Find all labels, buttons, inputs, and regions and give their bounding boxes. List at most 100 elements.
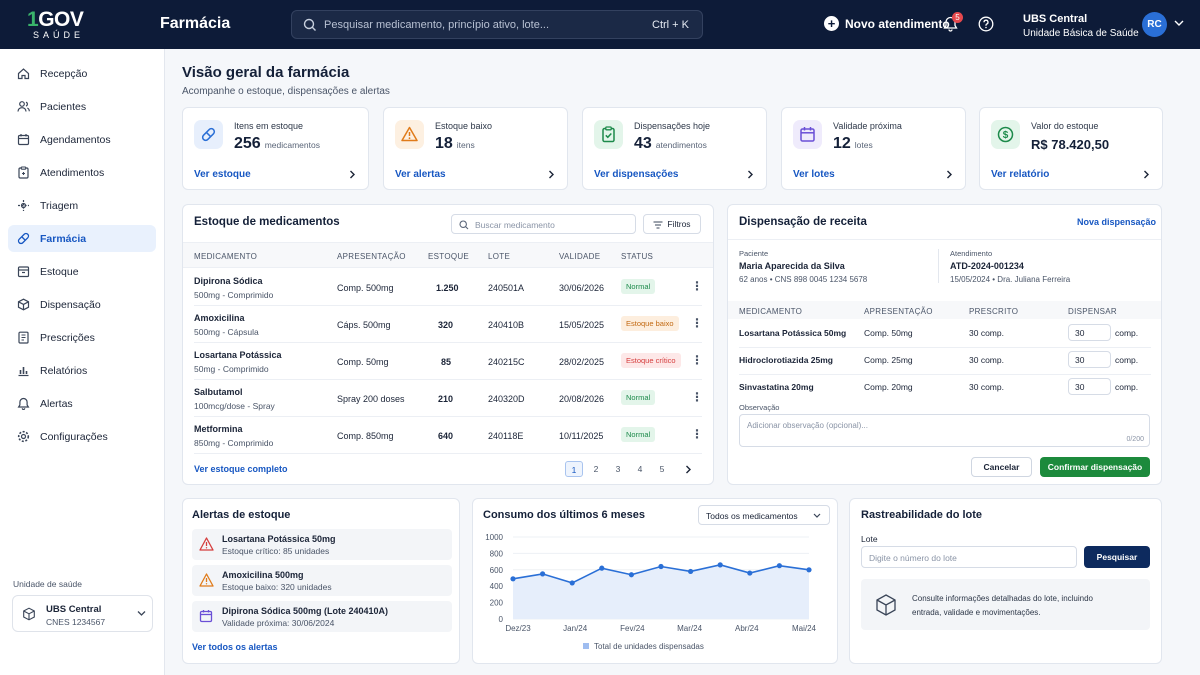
sidebar-item-relatorios[interactable]: Relatórios xyxy=(8,357,156,384)
see-dispensations-link[interactable]: Ver dispensações xyxy=(594,169,679,180)
cancel-button[interactable]: Cancelar xyxy=(971,457,1032,477)
confirm-dispensation-button[interactable]: Confirmar dispensação xyxy=(1040,457,1150,477)
triage-icon xyxy=(18,200,29,211)
sidebar-item-agendamentos[interactable]: Agendamentos xyxy=(8,126,156,153)
prescription-icon xyxy=(18,331,29,344)
pill-icon xyxy=(17,232,30,245)
help-icon[interactable] xyxy=(978,16,994,32)
data-point xyxy=(747,570,753,576)
top-bar: 1GOV SAÚDE Farmácia Pesquisar medicament… xyxy=(0,0,1200,49)
dispense-quantity-input[interactable]: 30 xyxy=(1068,351,1111,368)
current-unit: UBS Central Unidade Básica de Saúde xyxy=(1023,13,1139,39)
chevron-down-icon[interactable] xyxy=(1174,19,1184,27)
sidebar-item-dispensacao[interactable]: Dispensação xyxy=(8,291,156,318)
more-icon[interactable]: ⋮ xyxy=(691,353,703,367)
chevron-right-icon[interactable] xyxy=(747,170,754,179)
y-tick-label: 200 xyxy=(490,599,504,608)
sidebar-item-recepcao[interactable]: Recepção xyxy=(8,60,156,87)
chevron-right-icon[interactable] xyxy=(946,170,953,179)
status-badge: Estoque crítico xyxy=(621,353,681,368)
unit-selector[interactable]: UBS Central CNES 1234567 xyxy=(12,595,153,632)
stock-search-input[interactable]: Buscar medicamento xyxy=(451,214,636,234)
data-point xyxy=(628,572,634,578)
x-tick-label: Mai/24 xyxy=(792,624,817,633)
new-attendance-button[interactable]: + Novo atendimento xyxy=(824,16,950,31)
pill-icon xyxy=(194,120,223,149)
observation-textarea[interactable]: Adicionar observação (opcional)... 0/200 xyxy=(739,414,1150,447)
page-4[interactable]: 4 xyxy=(637,464,643,474)
data-point xyxy=(569,580,575,586)
global-search-input[interactable]: Pesquisar medicamento, princípio ativo, … xyxy=(291,10,703,39)
legend-label: Total de unidades dispensadas xyxy=(594,642,704,651)
alert-item[interactable]: Dipirona Sódica 500mg (Lote 240410A) Val… xyxy=(192,601,452,632)
sidebar-item-farmacia[interactable]: Farmácia xyxy=(8,225,156,252)
chevron-right-icon[interactable] xyxy=(1143,170,1150,179)
data-point xyxy=(717,562,723,568)
money-icon: $ xyxy=(991,120,1020,149)
data-point xyxy=(658,563,664,570)
cube-icon xyxy=(23,607,35,621)
see-alerts-link[interactable]: Ver alertas xyxy=(395,169,446,180)
sidebar-item-atendimentos[interactable]: Atendimentos xyxy=(8,159,156,186)
data-point xyxy=(776,563,782,569)
gear-icon xyxy=(17,430,30,443)
unit-section-label: Unidade de saúde xyxy=(13,579,83,589)
data-point xyxy=(688,568,694,575)
consumption-card: Consumo dos últimos 6 meses Todos os med… xyxy=(472,498,838,664)
sidebar: Recepção Pacientes Agendamentos Atendime… xyxy=(0,49,165,675)
calendar-purple-icon xyxy=(199,610,213,623)
clipboard-icon xyxy=(18,166,29,179)
attendance-id: ATD-2024-001234 xyxy=(950,261,1024,271)
avatar[interactable]: RC xyxy=(1142,12,1167,37)
new-dispensation-link[interactable]: Nova dispensação xyxy=(1077,217,1157,227)
sidebar-item-configuracoes[interactable]: Configurações xyxy=(8,423,156,450)
sidebar-item-pacientes[interactable]: Pacientes xyxy=(8,93,156,120)
page-subtitle: Acompanhe o estoque, dispensações e aler… xyxy=(182,86,390,97)
bell-icon xyxy=(17,397,30,410)
sidebar-item-prescricoes[interactable]: Prescrições xyxy=(8,324,156,351)
see-all-alerts-link[interactable]: Ver todos os alertas xyxy=(192,642,278,652)
sidebar-item-alertas[interactable]: Alertas xyxy=(8,390,156,417)
more-icon[interactable]: ⋮ xyxy=(691,316,703,330)
page-5[interactable]: 5 xyxy=(659,464,665,474)
alert-item[interactable]: Amoxicilina 500mg Estoque baixo: 320 uni… xyxy=(192,565,452,596)
page-2[interactable]: 2 xyxy=(593,464,599,474)
y-tick-label: 400 xyxy=(490,582,504,591)
chevron-right-icon[interactable] xyxy=(548,170,555,179)
more-icon[interactable]: ⋮ xyxy=(691,427,703,441)
status-badge: Estoque baixo xyxy=(621,316,679,331)
more-icon[interactable]: ⋮ xyxy=(691,390,703,404)
dispense-quantity-input[interactable]: 30 xyxy=(1068,378,1111,395)
see-full-stock-link[interactable]: Ver estoque completo xyxy=(194,464,288,474)
kpi-card-stock: Itens em estoque 256 medicamentos Ver est… xyxy=(182,107,369,190)
medication-filter-select[interactable]: Todos os medicamentos xyxy=(698,505,830,525)
sidebar-item-estoque[interactable]: Estoque xyxy=(8,258,156,285)
chart-icon xyxy=(18,367,29,377)
page-3[interactable]: 3 xyxy=(615,464,621,474)
stock-alerts-card: Alertas de estoque Losartana Potássica 5… xyxy=(182,498,460,664)
data-point xyxy=(806,567,812,573)
more-icon[interactable]: ⋮ xyxy=(691,279,703,293)
status-badge: Normal xyxy=(621,427,656,442)
patient-name: Maria Aparecida da Silva xyxy=(739,261,845,271)
plus-icon: + xyxy=(824,16,839,31)
see-stock-link[interactable]: Ver estoque xyxy=(194,169,251,180)
lot-number-input[interactable]: Digite o número do lote xyxy=(861,546,1077,568)
series-area xyxy=(513,564,809,619)
search-placeholder: Pesquisar medicamento, princípio ativo, … xyxy=(324,19,550,31)
kpi-card-stock-value: $ Valor do estoque R$ 78.420,50 Ver rela… xyxy=(979,107,1163,190)
dispense-quantity-input[interactable]: 30 xyxy=(1068,324,1111,341)
see-lots-link[interactable]: Ver lotes xyxy=(793,169,835,180)
lot-traceability-card: Rastreabilidade do lote Lote Digite o nú… xyxy=(849,498,1162,664)
see-report-link[interactable]: Ver relatório xyxy=(991,169,1050,180)
filters-button[interactable]: Filtros xyxy=(643,214,701,234)
dispensation-card: Dispensação de receita Nova dispensação … xyxy=(727,204,1162,485)
sidebar-item-triagem[interactable]: Triagem xyxy=(8,192,156,219)
y-tick-label: 600 xyxy=(490,566,504,575)
users-icon xyxy=(17,101,30,112)
chevron-right-icon[interactable] xyxy=(349,170,356,179)
search-lot-button[interactable]: Pesquisar xyxy=(1084,546,1150,568)
chevron-right-icon[interactable] xyxy=(685,465,692,474)
alert-item[interactable]: Losartana Potássica 50mg Estoque crítico… xyxy=(192,529,452,560)
page-1[interactable]: 1 xyxy=(565,461,583,477)
